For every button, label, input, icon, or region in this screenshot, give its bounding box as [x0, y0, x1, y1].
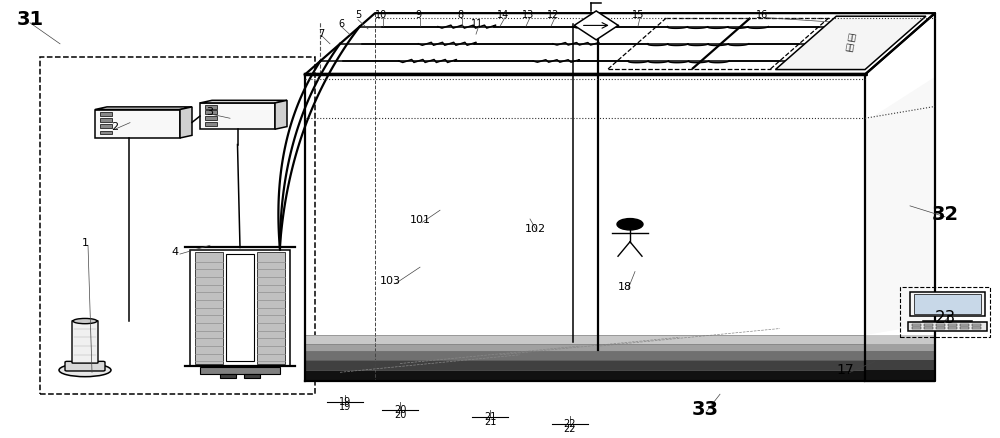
Bar [972, 327, 981, 329]
Bar [226, 254, 254, 361]
Bar [195, 252, 223, 364]
Text: 16: 16 [756, 11, 768, 20]
Text: 5: 5 [355, 11, 361, 20]
FancyBboxPatch shape [72, 321, 98, 363]
Bar [924, 327, 933, 329]
Polygon shape [775, 16, 926, 70]
Polygon shape [574, 11, 618, 40]
Text: 7: 7 [318, 29, 324, 39]
Bar [908, 322, 987, 331]
Text: 21: 21 [484, 417, 496, 427]
Text: 2: 2 [111, 122, 119, 132]
Bar [220, 374, 236, 378]
Polygon shape [180, 107, 192, 138]
Text: 32: 32 [931, 205, 959, 224]
Polygon shape [865, 351, 935, 360]
Bar [914, 294, 981, 314]
Bar [100, 118, 112, 122]
Polygon shape [865, 344, 935, 351]
Text: 8: 8 [457, 11, 463, 20]
Bar [257, 252, 285, 364]
Text: 102: 102 [524, 224, 546, 233]
Bar [200, 103, 275, 129]
Bar [948, 324, 957, 326]
Text: 12: 12 [547, 11, 559, 20]
Bar [960, 327, 969, 329]
Text: 三相
负载: 三相 负载 [844, 32, 857, 53]
Text: 10: 10 [375, 11, 387, 20]
Text: 9: 9 [415, 11, 421, 20]
Text: 20: 20 [394, 410, 406, 420]
Polygon shape [95, 107, 192, 110]
Polygon shape [200, 100, 287, 103]
Polygon shape [275, 100, 287, 129]
Bar [924, 324, 933, 326]
Polygon shape [305, 344, 865, 351]
Text: 21: 21 [484, 412, 496, 422]
Text: 103: 103 [380, 276, 400, 286]
Bar [912, 327, 921, 329]
Text: 6: 6 [338, 19, 344, 29]
Bar [972, 324, 981, 326]
Ellipse shape [59, 364, 111, 377]
Bar [936, 327, 945, 329]
Text: 20: 20 [394, 405, 406, 414]
Polygon shape [865, 360, 935, 370]
Bar [200, 367, 280, 374]
Bar [910, 292, 985, 316]
Text: 3: 3 [207, 107, 214, 117]
Text: 1: 1 [82, 238, 88, 248]
Bar [900, 287, 990, 337]
Circle shape [617, 219, 643, 230]
Polygon shape [305, 351, 865, 360]
Bar [960, 324, 969, 326]
Text: 19: 19 [339, 402, 351, 412]
Text: 22: 22 [564, 424, 576, 434]
Bar [100, 131, 112, 134]
Bar [100, 112, 112, 116]
Text: 13: 13 [522, 11, 534, 20]
Bar [244, 374, 260, 378]
Bar [205, 116, 217, 120]
Text: 15: 15 [632, 11, 644, 20]
Polygon shape [305, 360, 865, 370]
Ellipse shape [73, 318, 97, 324]
Polygon shape [305, 370, 865, 381]
Text: 22: 22 [564, 419, 576, 428]
Text: 11: 11 [471, 19, 483, 29]
Text: 4: 4 [171, 247, 179, 257]
Text: 19: 19 [339, 397, 351, 407]
Polygon shape [865, 77, 935, 335]
Bar [95, 110, 180, 138]
Text: 31: 31 [16, 10, 44, 29]
Bar [40, 57, 315, 394]
Bar [948, 327, 957, 329]
Bar [100, 124, 112, 128]
Text: 101: 101 [410, 215, 430, 225]
Polygon shape [865, 335, 935, 344]
Bar [205, 110, 217, 114]
Bar [912, 324, 921, 326]
Bar [205, 105, 217, 109]
Text: 14: 14 [497, 11, 509, 20]
FancyBboxPatch shape [65, 361, 105, 371]
Bar [936, 324, 945, 326]
Text: 33: 33 [692, 400, 718, 419]
Bar [205, 122, 217, 126]
Text: 23: 23 [934, 308, 956, 327]
Text: 18: 18 [618, 282, 632, 292]
Text: 17: 17 [836, 363, 854, 377]
Polygon shape [305, 335, 865, 344]
Bar [190, 250, 290, 366]
Polygon shape [865, 370, 935, 381]
